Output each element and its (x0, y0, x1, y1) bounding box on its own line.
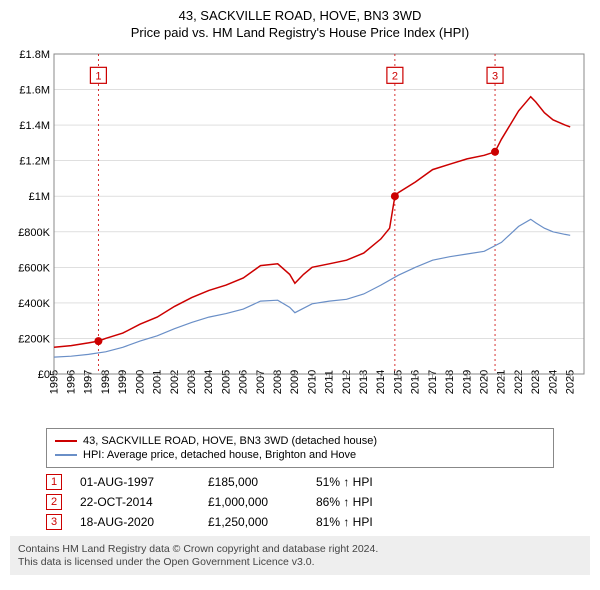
svg-text:2014: 2014 (375, 370, 387, 394)
svg-text:2001: 2001 (152, 370, 164, 394)
svg-text:£400K: £400K (18, 298, 50, 310)
svg-text:2007: 2007 (255, 370, 267, 394)
transaction-row: 3 18-AUG-2020 £1,250,000 81% ↑ HPI (46, 514, 554, 530)
svg-text:2019: 2019 (461, 370, 473, 394)
svg-text:2010: 2010 (306, 370, 318, 394)
svg-text:2012: 2012 (341, 370, 353, 394)
transaction-price: £1,250,000 (208, 515, 298, 529)
transaction-date: 01-AUG-1997 (80, 475, 190, 489)
legend-swatch (55, 454, 77, 456)
svg-text:£1.2M: £1.2M (19, 156, 50, 168)
transaction-hpi: 81% ↑ HPI (316, 515, 416, 529)
svg-text:2017: 2017 (427, 370, 439, 394)
svg-text:2021: 2021 (496, 370, 508, 394)
svg-text:1998: 1998 (100, 370, 112, 394)
transaction-price: £185,000 (208, 475, 298, 489)
svg-text:1: 1 (95, 70, 101, 82)
svg-text:2015: 2015 (392, 370, 404, 394)
legend-swatch (55, 440, 77, 442)
svg-text:£1.8M: £1.8M (19, 49, 50, 61)
svg-text:2000: 2000 (134, 370, 146, 394)
svg-text:£1.6M: £1.6M (19, 85, 50, 97)
title-address: 43, SACKVILLE ROAD, HOVE, BN3 3WD (6, 8, 594, 23)
chart-area: £0£200K£400K£600K£800K£1M£1.2M£1.4M£1.6M… (6, 44, 594, 424)
title-subtitle: Price paid vs. HM Land Registry's House … (6, 25, 594, 40)
legend-label: HPI: Average price, detached house, Brig… (83, 449, 356, 461)
legend-item: HPI: Average price, detached house, Brig… (55, 449, 545, 461)
footnote-line1: Contains HM Land Registry data © Crown c… (18, 543, 582, 555)
transaction-date: 18-AUG-2020 (80, 515, 190, 529)
legend-item: 43, SACKVILLE ROAD, HOVE, BN3 3WD (detac… (55, 435, 545, 447)
transaction-marker: 3 (46, 514, 62, 530)
svg-text:2022: 2022 (513, 370, 525, 394)
svg-text:2008: 2008 (272, 370, 284, 394)
svg-text:2020: 2020 (478, 370, 490, 394)
svg-text:2016: 2016 (410, 370, 422, 394)
svg-text:2009: 2009 (289, 370, 301, 394)
svg-text:2024: 2024 (547, 370, 559, 394)
svg-text:£800K: £800K (18, 227, 50, 239)
transaction-date: 22-OCT-2014 (80, 495, 190, 509)
svg-text:3: 3 (492, 70, 498, 82)
svg-text:2004: 2004 (203, 370, 215, 394)
footnote: Contains HM Land Registry data © Crown c… (10, 536, 590, 575)
transaction-row: 2 22-OCT-2014 £1,000,000 86% ↑ HPI (46, 494, 554, 510)
svg-text:2005: 2005 (220, 370, 232, 394)
svg-text:2: 2 (392, 70, 398, 82)
transaction-marker: 2 (46, 494, 62, 510)
svg-text:2003: 2003 (186, 370, 198, 394)
chart-container: 43, SACKVILLE ROAD, HOVE, BN3 3WD Price … (0, 0, 600, 581)
svg-text:1996: 1996 (66, 370, 78, 394)
svg-text:2002: 2002 (169, 370, 181, 394)
footnote-line2: This data is licensed under the Open Gov… (18, 556, 582, 568)
legend-label: 43, SACKVILLE ROAD, HOVE, BN3 3WD (detac… (83, 435, 377, 447)
chart-svg: £0£200K£400K£600K£800K£1M£1.2M£1.4M£1.6M… (6, 44, 594, 424)
transaction-hpi: 51% ↑ HPI (316, 475, 416, 489)
transaction-marker: 1 (46, 474, 62, 490)
transactions-table: 1 01-AUG-1997 £185,000 51% ↑ HPI 2 22-OCT-201… (46, 474, 554, 530)
svg-text:2013: 2013 (358, 370, 370, 394)
svg-text:1997: 1997 (83, 370, 95, 394)
svg-text:£1M: £1M (29, 191, 50, 203)
svg-text:£1.4M: £1.4M (19, 120, 50, 132)
svg-text:£600K: £600K (18, 262, 50, 274)
svg-text:£200K: £200K (18, 333, 50, 345)
svg-text:1999: 1999 (117, 370, 129, 394)
legend: 43, SACKVILLE ROAD, HOVE, BN3 3WD (detac… (46, 428, 554, 468)
svg-text:2025: 2025 (565, 370, 577, 394)
svg-text:2006: 2006 (238, 370, 250, 394)
svg-text:2018: 2018 (444, 370, 456, 394)
transaction-price: £1,000,000 (208, 495, 298, 509)
title-block: 43, SACKVILLE ROAD, HOVE, BN3 3WD Price … (6, 8, 594, 40)
transaction-row: 1 01-AUG-1997 £185,000 51% ↑ HPI (46, 474, 554, 490)
transaction-hpi: 86% ↑ HPI (316, 495, 416, 509)
svg-text:2023: 2023 (530, 370, 542, 394)
